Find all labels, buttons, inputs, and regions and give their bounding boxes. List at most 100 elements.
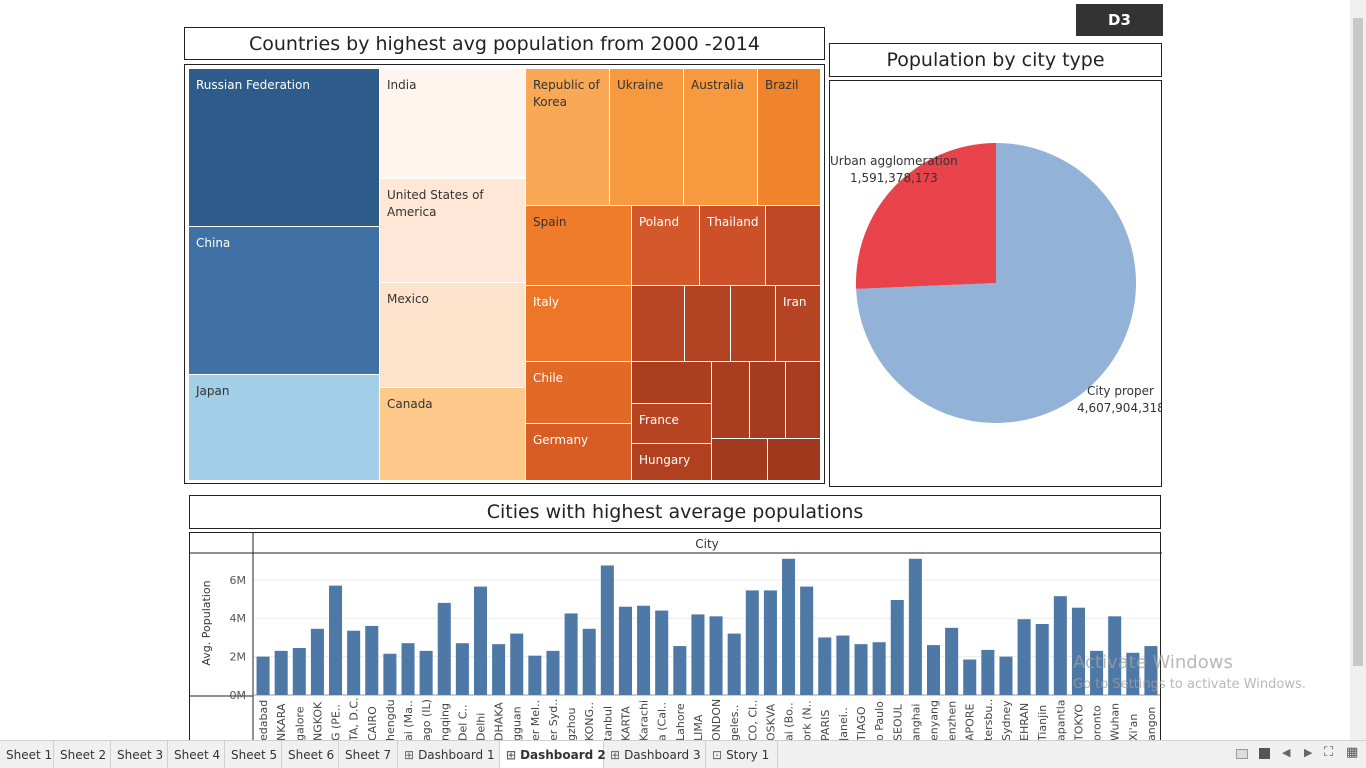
treemap-cell-unlabeled[interactable] [786, 362, 821, 439]
bar[interactable] [1017, 619, 1031, 695]
fullscreen-icon[interactable]: ⛶ [1324, 745, 1334, 760]
bar[interactable] [782, 558, 796, 695]
bar[interactable] [274, 650, 288, 695]
scrollbar-thumb[interactable] [1353, 18, 1363, 666]
bar[interactable] [492, 644, 506, 695]
bar[interactable] [655, 610, 669, 695]
treemap-cell-ukraine[interactable]: Ukraine [610, 69, 684, 206]
treemap-chart[interactable]: Russian Federation China Japan India United … [184, 64, 825, 484]
bar[interactable] [292, 647, 306, 695]
treemap-cell-china[interactable]: China [189, 227, 380, 375]
bar[interactable] [347, 630, 361, 695]
treemap-cell-poland[interactable]: Poland [632, 206, 700, 286]
bar[interactable] [691, 614, 705, 695]
treemap-cell-republic-of-korea[interactable]: Republic of Korea [526, 69, 610, 206]
bar[interactable] [329, 585, 343, 695]
show-filmstrip-icon[interactable] [1236, 749, 1248, 759]
treemap-cell-australia[interactable]: Australia [684, 69, 758, 206]
treemap-cell-unlabeled[interactable] [685, 286, 731, 362]
treemap-cell-unlabeled[interactable] [632, 286, 685, 362]
grid-icon[interactable]: ▦ [1346, 745, 1359, 760]
bar[interactable] [1035, 624, 1049, 695]
treemap-cell-unlabeled[interactable] [632, 362, 712, 404]
treemap-cell-thailand[interactable]: Thailand [700, 206, 766, 286]
tab-sheet-6[interactable]: Sheet 6 [282, 741, 339, 768]
tab-sheet-7[interactable]: Sheet 7 [339, 741, 398, 768]
bar[interactable] [872, 642, 886, 695]
bar[interactable] [1108, 616, 1122, 695]
bar[interactable] [310, 628, 324, 695]
tab-dashboard-1[interactable]: ⊞ Dashboard 1 [398, 741, 500, 768]
tab-sheet-2[interactable]: Sheet 2 [54, 741, 111, 768]
bar[interactable] [564, 613, 578, 695]
bar[interactable] [727, 633, 741, 695]
bar[interactable] [908, 558, 922, 695]
show-tabs-icon[interactable] [1259, 748, 1270, 759]
bar[interactable] [981, 649, 995, 695]
pie-slice-city-proper[interactable] [856, 143, 1136, 423]
pie-chart[interactable]: Urban agglomeration 1,591,378,173 City p… [829, 80, 1162, 487]
bar[interactable] [600, 565, 614, 695]
treemap-cell-brazil[interactable]: Brazil [758, 69, 821, 206]
tab-sheet-1[interactable]: Sheet 1 [0, 741, 54, 768]
bar[interactable] [1071, 607, 1085, 695]
treemap-cell-mexico[interactable]: Mexico [380, 283, 526, 388]
bar[interactable] [709, 616, 723, 695]
bar[interactable] [455, 643, 469, 695]
treemap-cell-india[interactable]: India [380, 69, 526, 179]
treemap-cell-unlabeled[interactable] [750, 362, 786, 439]
tab-story-1[interactable]: ⊡ Story 1 [706, 741, 778, 768]
treemap-cell-unlabeled[interactable] [766, 206, 821, 286]
treemap-cell-unlabeled[interactable] [712, 439, 768, 481]
bar[interactable] [800, 586, 814, 695]
treemap-cell-unlabeled[interactable] [731, 286, 776, 362]
treemap-cell-russian-federation[interactable]: Russian Federation [189, 69, 380, 227]
bar[interactable] [256, 656, 270, 695]
bar[interactable] [473, 586, 488, 695]
bar[interactable] [1126, 652, 1140, 695]
bar[interactable] [745, 590, 759, 695]
tab-dashboard-3[interactable]: ⊞ Dashboard 3 [604, 741, 706, 768]
bar[interactable] [365, 625, 379, 695]
bar[interactable] [818, 637, 832, 695]
bar[interactable] [419, 650, 433, 695]
bar[interactable] [618, 606, 632, 695]
tab-sheet-5[interactable]: Sheet 5 [225, 741, 282, 768]
bar[interactable] [383, 653, 397, 695]
bar[interactable] [1053, 596, 1067, 695]
treemap-cell-france[interactable]: France [632, 404, 712, 444]
treemap-cell-germany[interactable]: Germany [526, 424, 632, 481]
bar[interactable] [926, 645, 941, 695]
tab-sheet-3[interactable]: Sheet 3 [111, 741, 168, 768]
bar[interactable] [528, 655, 542, 695]
tab-dashboard-2[interactable]: ⊞ Dashboard 2 [500, 741, 606, 768]
bar[interactable] [890, 600, 904, 695]
treemap-cell-italy[interactable]: Italy [526, 286, 632, 362]
treemap-cell-spain[interactable]: Spain [526, 206, 632, 286]
treemap-cell-canada[interactable]: Canada [380, 388, 526, 481]
pie-slice-urban-agglomeration[interactable] [856, 143, 996, 289]
bar[interactable] [637, 605, 651, 695]
bar[interactable] [401, 643, 415, 695]
treemap-cell-chile[interactable]: Chile [526, 362, 632, 424]
treemap-cell-united-states-of-america[interactable]: United States of America [380, 179, 526, 283]
next-sheet-icon[interactable]: ▶ [1304, 746, 1313, 759]
bar[interactable] [437, 602, 451, 695]
bar[interactable] [854, 644, 868, 695]
bar[interactable] [963, 659, 977, 696]
bar[interactable] [1144, 646, 1158, 695]
bar[interactable] [945, 627, 959, 695]
vertical-scrollbar[interactable] [1350, 0, 1366, 740]
treemap-cell-japan[interactable]: Japan [189, 375, 380, 481]
treemap-cell-hungary[interactable]: Hungary [632, 444, 712, 481]
bar[interactable] [582, 628, 596, 695]
bar[interactable] [673, 646, 687, 695]
bar-chart[interactable]: City Avg. Population 0M 2M 4M 6M edabad NKAR… [189, 532, 1162, 741]
prev-sheet-icon[interactable]: ◀ [1282, 746, 1291, 759]
treemap-cell-unlabeled[interactable] [768, 439, 821, 481]
treemap-cell-iran[interactable]: Iran [776, 286, 821, 362]
bar[interactable] [1090, 650, 1104, 695]
bar[interactable] [836, 635, 850, 695]
bar[interactable] [510, 633, 524, 695]
bar[interactable] [546, 650, 560, 695]
